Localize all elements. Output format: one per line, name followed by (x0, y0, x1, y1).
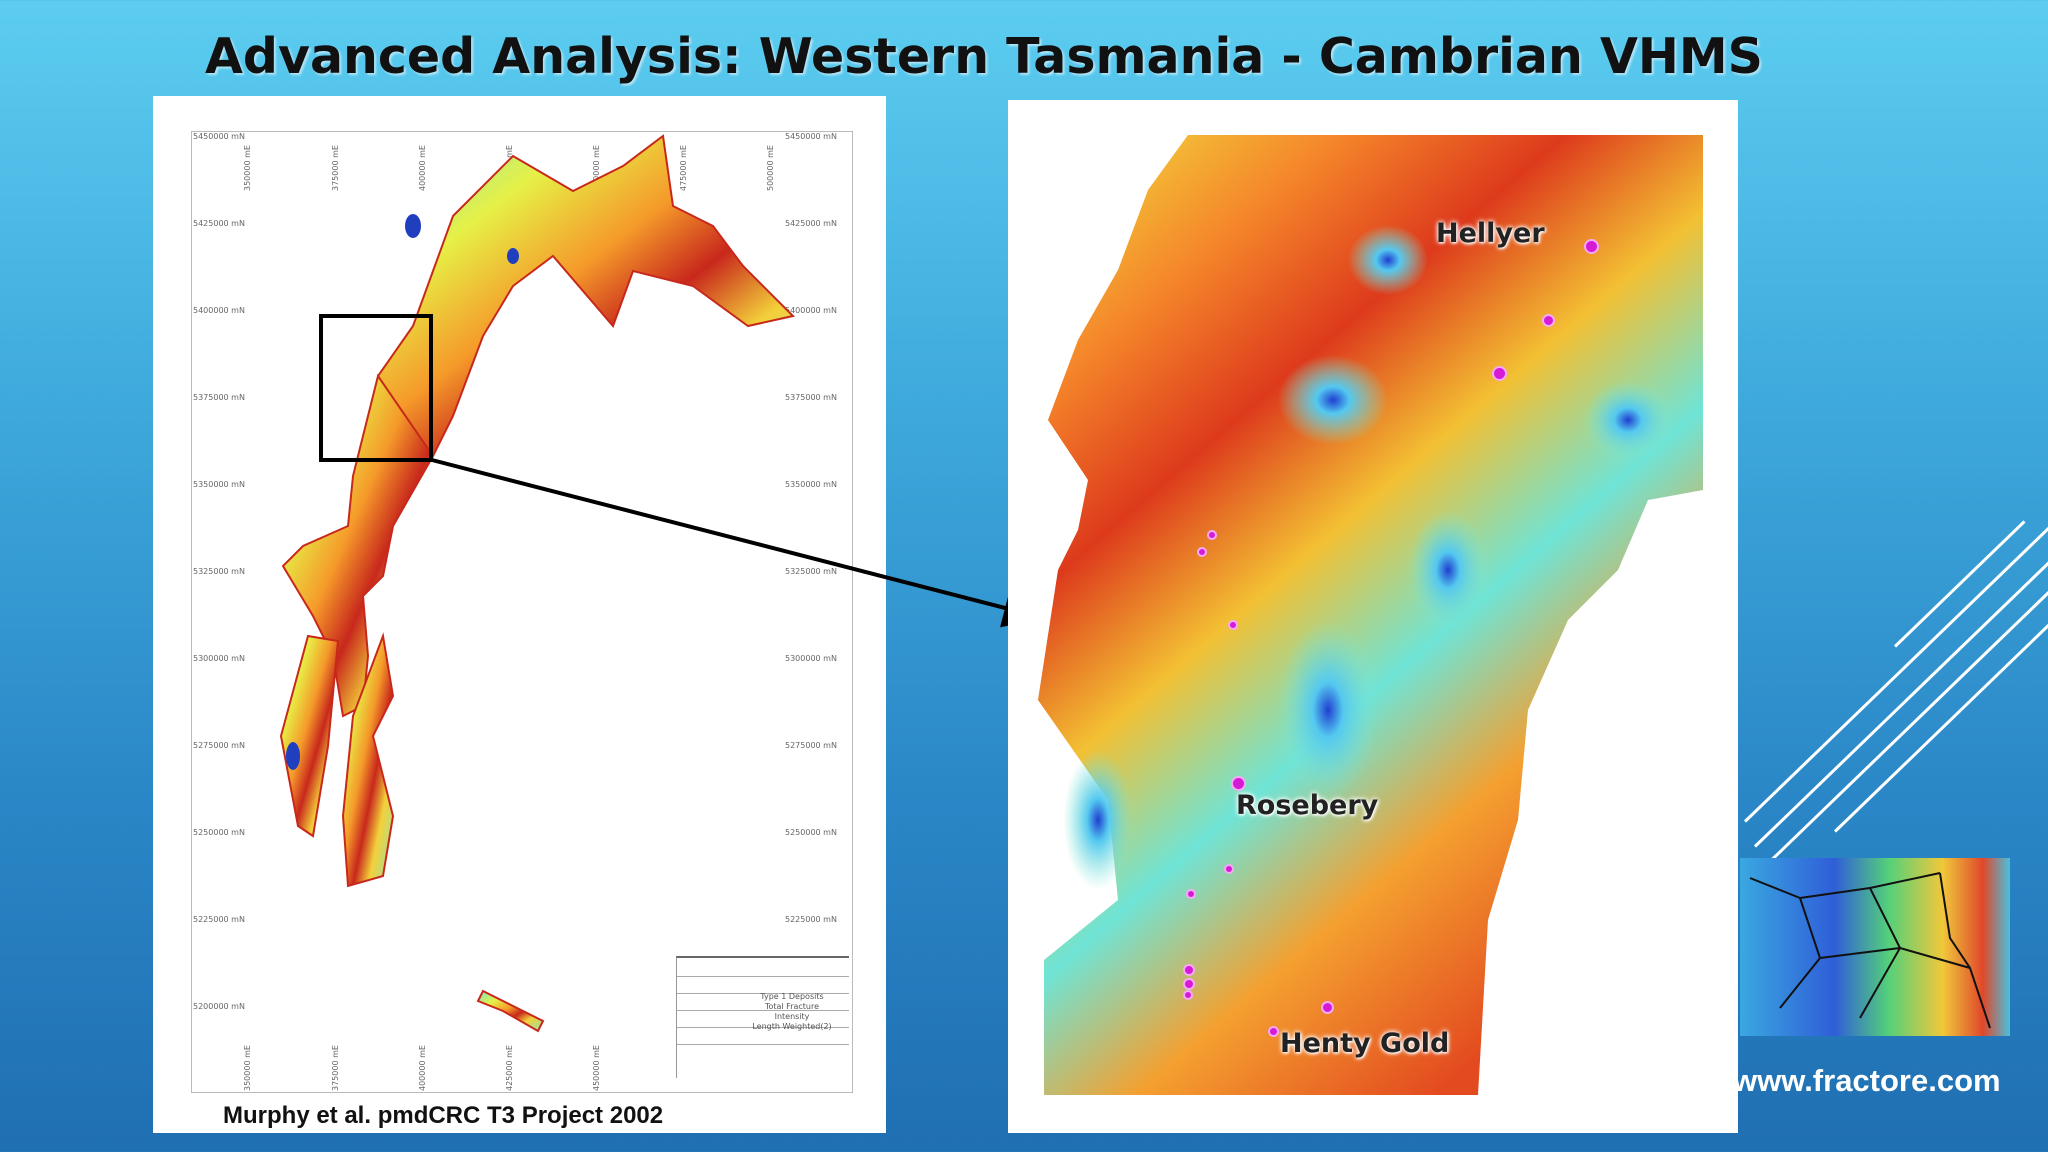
map-region-south (341, 632, 395, 888)
northing-tick: 5425000 mN (193, 219, 245, 228)
deposit-marker (1197, 547, 1207, 557)
website-url[interactable]: www.fractore.com (1733, 1063, 2001, 1098)
label-henty-gold: Henty Gold (1280, 1028, 1450, 1059)
deposit-marker (1207, 530, 1217, 540)
decorative-line (1893, 520, 2026, 648)
deposit-marker (1492, 366, 1507, 381)
northing-tick: 5300000 mN (193, 654, 245, 663)
northing-tick: 5425000 mN (785, 219, 837, 228)
label-hellyer: Hellyer (1436, 218, 1545, 249)
northing-tick: 5450000 mN (785, 132, 837, 141)
northing-tick: 5300000 mN (785, 654, 837, 663)
deposit-marker (1224, 864, 1234, 874)
zoomed-region (1038, 135, 1703, 1095)
deposit-marker (1321, 1001, 1334, 1014)
deposit-marker (1183, 978, 1195, 990)
label-rosebery: Rosebery (1236, 790, 1379, 821)
map-region-southwest (279, 634, 340, 838)
northing-tick: 5275000 mN (193, 741, 245, 750)
inset-box (319, 314, 433, 462)
deposit-marker (1231, 776, 1246, 791)
low-intensity-spot (507, 248, 519, 264)
northing-tick: 5275000 mN (785, 741, 837, 750)
northing-tick: 5350000 mN (193, 480, 245, 489)
northing-tick: 5400000 mN (193, 306, 245, 315)
northing-tick: 5225000 mN (785, 915, 837, 924)
regional-map-panel: 5450000 mN 5425000 mN 5400000 mN 5375000… (153, 96, 886, 1133)
northing-tick: 5250000 mN (193, 828, 245, 837)
zoomed-map-panel: Hellyer Rosebery Henty Gold (1008, 100, 1738, 1133)
deposit-marker (1186, 889, 1196, 899)
decorative-line (1768, 568, 2048, 863)
map-legend: Type 1 Deposits Total Fracture Intensity… (676, 956, 849, 1078)
deposit-marker (1183, 990, 1193, 1000)
northing-tick: 5375000 mN (193, 393, 245, 402)
deposit-marker (1228, 620, 1238, 630)
deposit-marker (1183, 964, 1195, 976)
northing-tick: 5250000 mN (785, 828, 837, 837)
northing-tick: 5200000 mN (193, 1002, 245, 1011)
northing-tick: 5400000 mN (785, 306, 837, 315)
slide-title: Advanced Analysis: Western Tasmania - Ca… (205, 28, 1763, 85)
deposit-marker (1584, 239, 1599, 254)
northing-tick: 5225000 mN (193, 915, 245, 924)
northing-tick: 5325000 mN (193, 567, 245, 576)
deposit-marker (1542, 314, 1555, 327)
map-region-north (376, 134, 795, 458)
map-region-island (476, 989, 545, 1033)
source-caption: Murphy et al. pmdCRC T3 Project 2002 (223, 1102, 664, 1129)
fracture-intensity-map (279, 134, 795, 1033)
northing-tick: 5450000 mN (193, 132, 245, 141)
deposit-marker (1268, 1026, 1279, 1037)
zoomed-fracture-map (1038, 135, 1703, 1095)
fracture-thumbnail-image (1740, 858, 2010, 1036)
low-intensity-spot (286, 742, 300, 770)
northing-tick: 5375000 mN (785, 393, 837, 402)
legend-title: Type 1 Deposits Total Fracture Intensity… (752, 992, 832, 1031)
low-intensity-spot (405, 214, 421, 238)
